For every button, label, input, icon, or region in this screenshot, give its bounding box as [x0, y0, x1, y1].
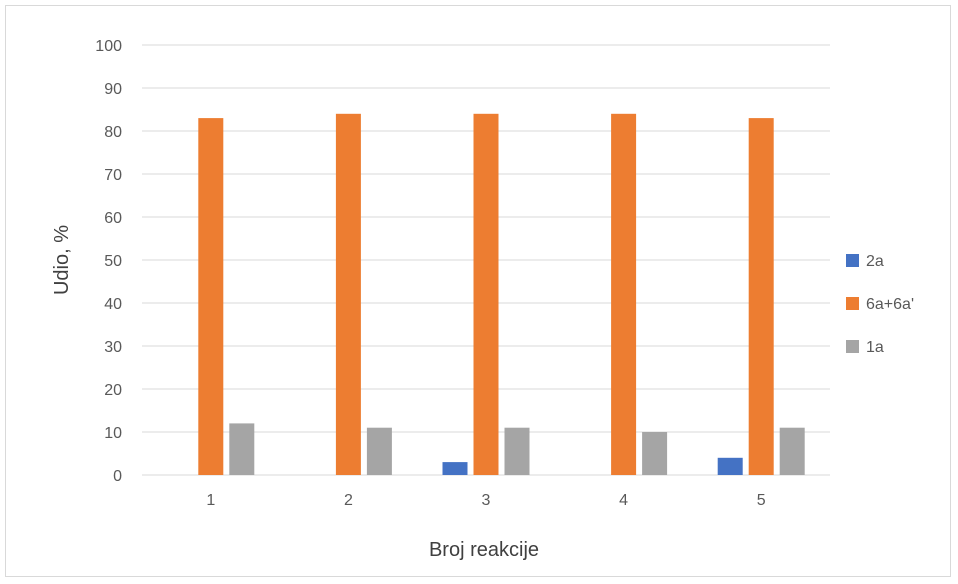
legend-swatch [846, 340, 859, 353]
bar-2a-5 [717, 457, 743, 475]
bar-6a+6a'-2 [335, 113, 361, 476]
bars [198, 113, 805, 476]
bar-1a-2 [366, 427, 392, 475]
bar-6a+6a'-5 [748, 118, 774, 475]
y-tick-label: 60 [104, 210, 122, 227]
bar-1a-1 [229, 423, 255, 475]
y-tick-label: 50 [104, 253, 122, 270]
y-tick-label: 10 [104, 425, 122, 442]
y-axis-ticks: 0 10 20 30 40 50 60 70 80 90 100 [95, 38, 122, 485]
x-tick-label: 2 [344, 492, 353, 509]
y-tick-label: 70 [104, 167, 122, 184]
legend-swatch [846, 297, 859, 310]
y-tick-label: 40 [104, 296, 122, 313]
bar-6a+6a'-3 [473, 113, 499, 476]
legend-label: 1a [866, 339, 884, 356]
bar-2a-3 [442, 462, 468, 475]
y-tick-label: 30 [104, 339, 122, 356]
bar-6a+6a'-4 [611, 113, 637, 476]
x-axis-title: Broj reakcije [429, 539, 539, 561]
y-tick-label: 90 [104, 81, 122, 98]
bar-1a-4 [642, 432, 668, 475]
x-tick-label: 1 [206, 492, 215, 509]
legend-swatch [846, 254, 859, 267]
y-tick-label: 0 [113, 468, 122, 485]
bar-1a-5 [779, 427, 805, 475]
x-tick-label: 5 [757, 492, 766, 509]
y-axis-title: Udio, % [51, 225, 73, 295]
x-axis-ticks: 1 2 3 4 5 [206, 492, 765, 509]
x-tick-label: 4 [619, 492, 628, 509]
legend: 2a 6a+6a' 1a [846, 253, 914, 356]
y-tick-label: 100 [95, 38, 122, 55]
legend-label: 6a+6a' [866, 296, 914, 313]
legend-label: 2a [866, 253, 884, 270]
x-tick-label: 3 [482, 492, 491, 509]
y-tick-label: 80 [104, 124, 122, 141]
bar-6a+6a'-1 [198, 118, 224, 475]
y-tick-label: 20 [104, 382, 122, 399]
bar-1a-3 [504, 427, 530, 475]
